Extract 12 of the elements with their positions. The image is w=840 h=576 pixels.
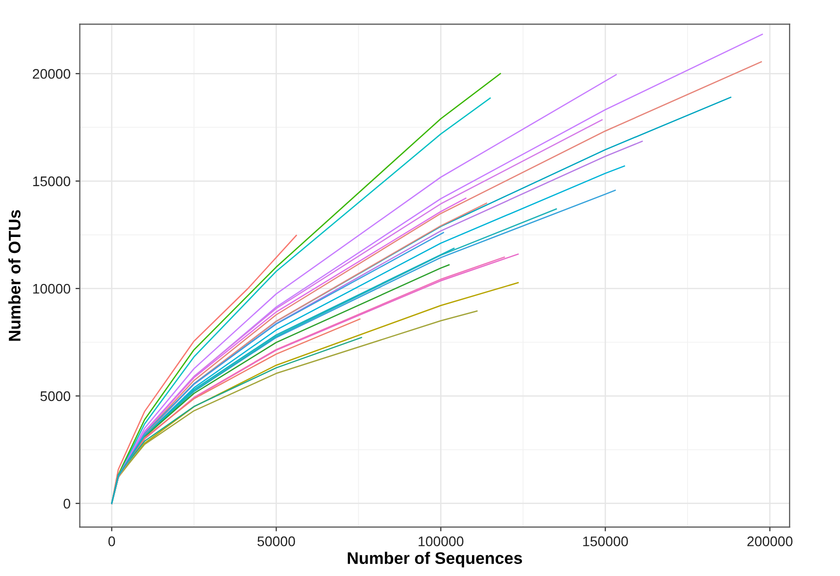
y-tick-label: 5000 [40, 391, 70, 402]
y-tick-label: 0 [64, 498, 70, 509]
x-tick-label: 50000 [258, 536, 296, 546]
y-tick-label: 10000 [33, 284, 70, 294]
x-tick-label: 150000 [583, 536, 628, 546]
y-tick-label: 20000 [32, 68, 70, 79]
x-tick-label: 0 [108, 536, 116, 546]
y-axis-title: Number of OTUs [8, 210, 21, 341]
x-tick-label: 100000 [418, 536, 464, 546]
y-tick-label: 15000 [33, 176, 70, 186]
x-axis-title: Number of Sequences [348, 552, 522, 568]
x-tick-label: 200000 [747, 536, 792, 546]
